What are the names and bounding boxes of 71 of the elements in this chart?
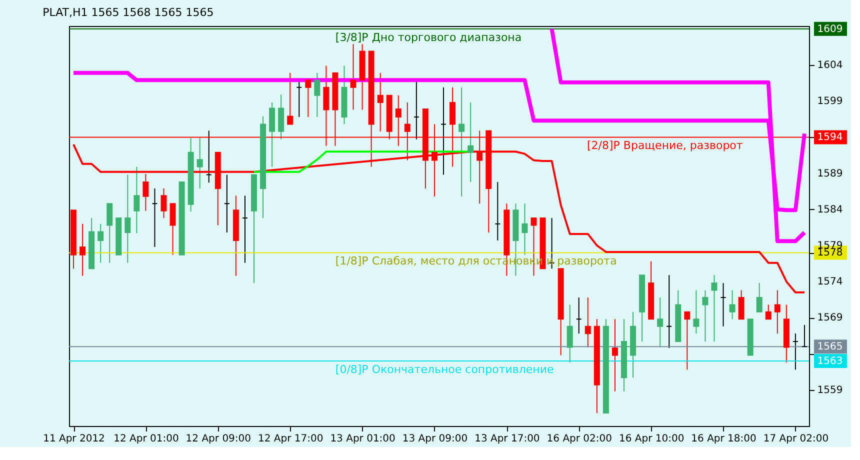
x-tick-label: 13 Apr 01:00 [330,434,396,444]
candlestick [440,86,447,176]
candlestick [566,304,573,363]
ref-line-label: [3/8]P Дно торгового диапазона [335,30,522,44]
candlestick [124,174,131,264]
candlestick [666,274,672,349]
candlestick [413,80,420,140]
candlestick [792,333,798,370]
candlestick [720,282,726,327]
candlestick [170,203,176,256]
candlestick [522,203,528,256]
candlestick [657,296,664,348]
candlestick [134,166,140,234]
x-tick-label: 13 Apr 09:00 [402,434,468,444]
candlestick [684,311,690,370]
candlestick [494,181,501,241]
candlestick [377,72,384,132]
candlestick [152,188,158,248]
x-tick-label: 17 Apr 02:00 [763,434,829,444]
y-tick-label: 1569 [817,312,843,324]
candlestick [196,137,203,189]
y-tick-label: 1584 [817,204,843,216]
ref-line-label: [0/8]P Окончательное сопротивление [335,363,554,376]
candlestick [729,290,736,320]
candlestick [612,318,618,392]
y-tick-label: 1565 [817,342,843,353]
candlestick [801,324,808,348]
candlestick [242,195,248,264]
candlestick [305,80,312,118]
y-tick-label: 1604 [817,60,843,71]
candlestick [314,72,320,118]
candlestick [693,290,700,334]
candlestick [765,304,772,320]
x-tick-label: 16 Apr 02:00 [546,434,612,444]
candlestick [584,296,591,348]
y-tick-label: 1559 [817,384,843,396]
y-tick-label: 1589 [817,168,843,180]
candlestick [269,102,276,168]
x-tick-label: 12 Apr 09:00 [186,434,252,444]
y-tick-label: 1599 [817,96,843,108]
candlestick [756,282,762,312]
candlestick [774,290,780,334]
candlestick [98,223,104,264]
x-tick-label: 13 Apr 17:00 [474,434,540,444]
candlestick [468,102,474,182]
candlestick [160,188,167,219]
candlestick [278,94,284,140]
candlestick [296,80,302,118]
candlestick [458,86,465,197]
chart-title: PLAT,H1 1565 1568 1565 1565 [42,6,214,19]
candlestick [711,274,718,342]
x-tick-label: 12 Apr 01:00 [114,434,179,444]
x-tick-label: 16 Apr 10:00 [618,434,684,444]
candlestick [80,223,86,276]
y-tick-label: 1574 [817,276,843,288]
candlestick [702,290,708,342]
y-tick-label: 1563 [817,356,843,368]
x-tick-label: 11 Apr 2012 [43,434,105,444]
candlestick [350,44,356,110]
candlestick [206,130,212,184]
candlestick [224,174,230,233]
y-tick-label: 1609 [817,24,843,35]
candlestick [287,72,294,125]
x-tick-label: 16 Apr 18:00 [691,434,756,444]
x-tick-label: 12 Apr 17:00 [258,434,324,444]
candlestick [106,203,113,264]
candlestick [576,296,582,334]
candlestick [738,290,744,320]
y-tick-label: 1594 [817,132,843,144]
ref-line-label: [2/8]P Вращение, разворот [587,139,744,152]
candlestick [142,174,149,212]
